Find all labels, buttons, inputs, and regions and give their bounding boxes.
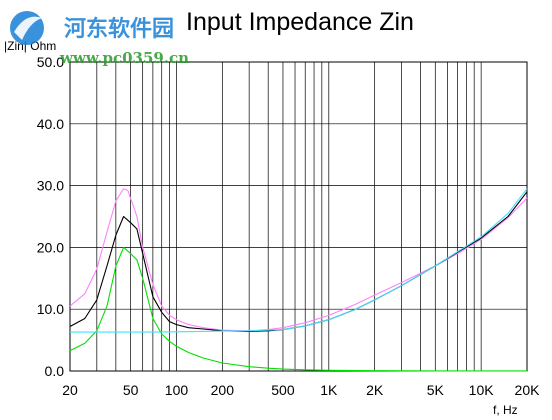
x-tick-label: 10K bbox=[469, 382, 495, 398]
x-axis-label: f, Hz bbox=[493, 403, 518, 417]
y-tick-label: 20.0 bbox=[37, 239, 64, 255]
y-axis-label: |Zin| Ohm bbox=[4, 39, 56, 53]
x-tick-label: 2K bbox=[366, 382, 384, 398]
x-tick-label: 100 bbox=[165, 382, 189, 398]
watermark: 河东软件园 www.pc0359.cn bbox=[10, 11, 189, 67]
y-tick-label: 40.0 bbox=[37, 116, 64, 132]
plot-frame bbox=[69, 61, 528, 372]
x-tick-label: 20 bbox=[62, 382, 78, 398]
x-tick-labels: 20 50 100 200 500 1K 2K 5K 10K 20K bbox=[62, 382, 540, 398]
grid-lines bbox=[70, 62, 527, 371]
x-tick-label: 50 bbox=[123, 382, 139, 398]
series-line-3 bbox=[69, 246, 527, 372]
chart-title: Input Impedance Zin bbox=[186, 8, 414, 36]
y-tick-label: 50.0 bbox=[37, 54, 64, 70]
x-tick-label: 200 bbox=[211, 382, 235, 398]
series-line-1 bbox=[69, 188, 528, 332]
watermark-url: www.pc0359.cn bbox=[59, 49, 189, 67]
y-tick-labels: 0.0 10.0 20.0 30.0 40.0 50.0 bbox=[37, 54, 64, 379]
x-tick-label: 5K bbox=[427, 382, 445, 398]
y-tick-label: 10.0 bbox=[37, 301, 64, 317]
y-tick-label: 30.0 bbox=[37, 178, 64, 194]
x-tick-label: 20K bbox=[515, 382, 541, 398]
watermark-logo-swoosh bbox=[14, 16, 42, 40]
series-lines bbox=[69, 188, 528, 372]
watermark-name: 河东软件园 bbox=[64, 16, 174, 42]
series-line-2 bbox=[69, 191, 528, 332]
x-tick-label: 500 bbox=[271, 382, 295, 398]
x-tick-label: 1K bbox=[320, 382, 338, 398]
y-tick-label: 0.0 bbox=[45, 363, 65, 379]
series-line-4 bbox=[70, 188, 528, 333]
